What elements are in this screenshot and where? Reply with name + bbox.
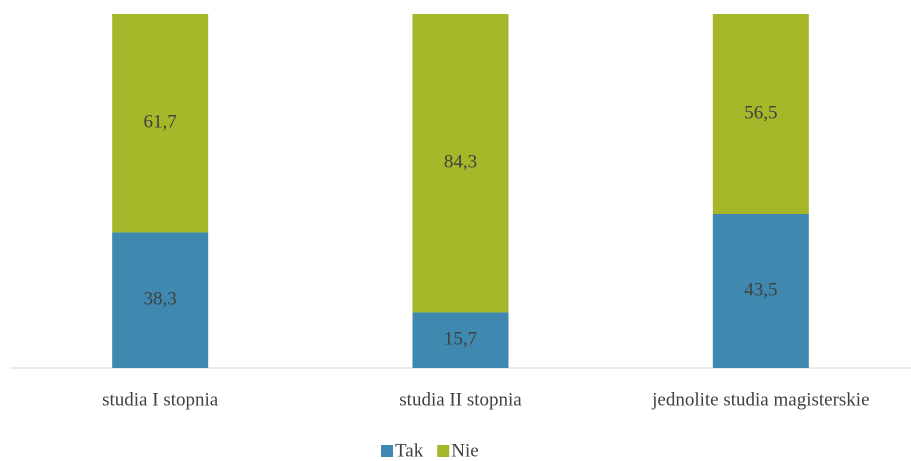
bar bbox=[412, 14, 509, 313]
bar bbox=[112, 14, 209, 233]
bar bbox=[712, 14, 809, 215]
bar bbox=[412, 312, 509, 368]
x-tick-label: studia I stopnia bbox=[102, 389, 219, 410]
bar bbox=[712, 214, 809, 368]
value-label: 15,7 bbox=[444, 329, 477, 350]
value-label: 84,3 bbox=[444, 152, 477, 173]
value-label: 56,5 bbox=[744, 102, 777, 123]
legend-label: Nie bbox=[451, 440, 478, 461]
legend-swatch bbox=[437, 445, 450, 457]
legend-label: Tak bbox=[395, 440, 424, 461]
x-tick-label: jednolite studia magisterskie bbox=[651, 389, 869, 410]
legend-swatch bbox=[381, 445, 393, 457]
x-tick-label: studia II stopnia bbox=[399, 389, 522, 410]
value-label: 43,5 bbox=[744, 279, 777, 300]
value-label: 61,7 bbox=[144, 112, 177, 133]
value-label: 38,3 bbox=[144, 289, 177, 310]
bar bbox=[112, 232, 209, 368]
